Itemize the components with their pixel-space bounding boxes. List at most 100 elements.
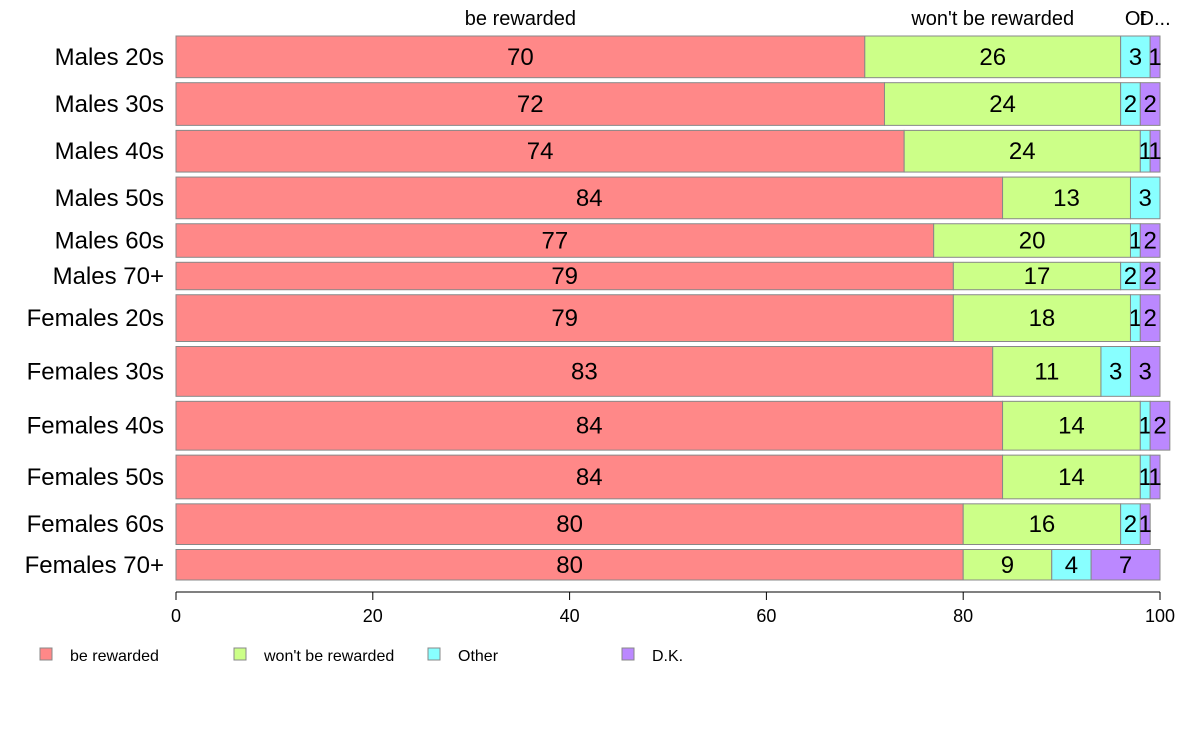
- legend-label: D.K.: [652, 648, 683, 665]
- bar-segment: [1139, 503, 1151, 546]
- bar-segment: [1002, 176, 1131, 220]
- category-label: Females 50s: [27, 464, 164, 491]
- bar-segment: [1129, 346, 1161, 397]
- bar-segment: [175, 454, 1004, 500]
- bar-value-label: 14: [1058, 464, 1085, 491]
- bar-segment: [175, 503, 964, 546]
- bar-value-label: 3: [1139, 185, 1152, 212]
- bar-value-label: 2: [1143, 228, 1156, 255]
- bar-value-label: 24: [1009, 138, 1036, 165]
- x-tick-label: 60: [756, 606, 776, 626]
- bar-segment: [1149, 129, 1161, 173]
- x-tick-label: 40: [560, 606, 580, 626]
- bar-segment: [952, 261, 1122, 291]
- bar-value-label: 16: [1029, 511, 1056, 538]
- legend-swatch: [621, 647, 635, 661]
- bar-value-label: 80: [556, 511, 583, 538]
- bar-segment: [1002, 454, 1141, 500]
- bar-value-label: 80: [556, 552, 583, 579]
- bar-value-label: 13: [1053, 185, 1080, 212]
- bar-segment: [1139, 261, 1161, 291]
- category-label: Males 40s: [55, 138, 164, 165]
- legend-swatch: [233, 647, 247, 661]
- bar-value-label: 1: [1148, 464, 1161, 491]
- legend-label: be rewarded: [70, 648, 159, 665]
- category-label: Females 20s: [27, 305, 164, 332]
- category-label: Males 70+: [53, 263, 164, 290]
- bar-value-label: 79: [551, 305, 578, 332]
- bar-segment: [962, 503, 1122, 546]
- bar-value-label: 26: [979, 44, 1006, 71]
- bar-value-label: 11: [1034, 358, 1059, 385]
- bar-value-label: 18: [1029, 305, 1056, 332]
- bar-value-label: 1: [1139, 464, 1152, 491]
- bar-value-label: 83: [571, 358, 598, 385]
- top-series-label: D...: [1140, 8, 1171, 30]
- legend-label: Other: [458, 648, 499, 665]
- bar-value-label: 3: [1129, 44, 1142, 71]
- bar-segment: [1051, 549, 1092, 581]
- bar-value-label: 1: [1148, 44, 1161, 71]
- bar-value-label: 7: [1119, 552, 1132, 579]
- bar-segment: [1090, 549, 1161, 581]
- bar-segment: [1139, 223, 1161, 258]
- bar-value-label: 20: [1019, 228, 1046, 255]
- category-label: Males 50s: [55, 185, 164, 212]
- bar-value-label: 2: [1124, 263, 1137, 290]
- bar-segment: [175, 294, 954, 343]
- bar-segment: [952, 294, 1131, 343]
- bar-value-label: 17: [1024, 263, 1051, 290]
- top-series-label: won't be rewarded: [910, 8, 1074, 30]
- bar-value-label: 1: [1139, 413, 1152, 440]
- bar-segment: [175, 261, 954, 291]
- bar-segment: [175, 129, 905, 173]
- bar-value-label: 84: [576, 413, 603, 440]
- legend-label: won't be rewarded: [263, 648, 394, 665]
- bar-value-label: 72: [517, 91, 544, 118]
- bar-segment: [992, 346, 1102, 397]
- bar-value-label: 3: [1109, 358, 1122, 385]
- bar-value-label: 9: [1001, 552, 1014, 579]
- bar-value-label: 3: [1139, 358, 1152, 385]
- x-tick-label: 0: [171, 606, 181, 626]
- category-label: Males 30s: [55, 91, 164, 118]
- x-tick-label: 20: [363, 606, 383, 626]
- bar-segment: [1139, 294, 1161, 343]
- x-axis: 0 20 40 60 80 100: [171, 591, 1175, 626]
- category-label: Females 60s: [27, 511, 164, 538]
- bar-value-label: 1: [1139, 138, 1152, 165]
- bar-segment: [933, 223, 1131, 258]
- bar-segment: [175, 223, 935, 258]
- x-tick-label: 80: [953, 606, 973, 626]
- x-tick-label: 100: [1145, 606, 1175, 626]
- bar-value-label: 84: [576, 464, 603, 491]
- legend: be rewarded won't be rewarded Other D.K.: [39, 647, 683, 665]
- bar-segment: [1139, 82, 1161, 126]
- bar-segment: [962, 549, 1053, 581]
- bar-value-label: 74: [527, 138, 554, 165]
- bar-value-label: 2: [1124, 91, 1137, 118]
- bar-value-label: 2: [1143, 91, 1156, 118]
- bar-value-label: 2: [1143, 263, 1156, 290]
- category-label: Females 40s: [27, 413, 164, 440]
- legend-swatch: [39, 647, 53, 661]
- bar-segment: [175, 346, 994, 397]
- bar-segment: [1149, 400, 1171, 451]
- top-series-label: be rewarded: [465, 8, 576, 30]
- category-label: Males 60s: [55, 228, 164, 255]
- bar-value-label: 4: [1065, 552, 1078, 579]
- bar-value-label: 77: [541, 228, 568, 255]
- bar-segment: [1149, 35, 1161, 79]
- bar-value-label: 1: [1148, 138, 1161, 165]
- y-axis-labels: Males 20s Males 30s Males 40s Males 50s Male…: [25, 44, 164, 579]
- bar-value-label: 70: [507, 44, 534, 71]
- bar-value-label: 14: [1058, 413, 1085, 440]
- bar-segment: [1002, 400, 1141, 451]
- top-series-label: Ot: [1125, 8, 1147, 30]
- bar-value-label: 1: [1139, 511, 1152, 538]
- bar-segment: [864, 35, 1122, 79]
- top-category-labels: be rewarded won't be rewarded OtD...: [465, 8, 1171, 30]
- category-label: Females 70+: [25, 552, 164, 579]
